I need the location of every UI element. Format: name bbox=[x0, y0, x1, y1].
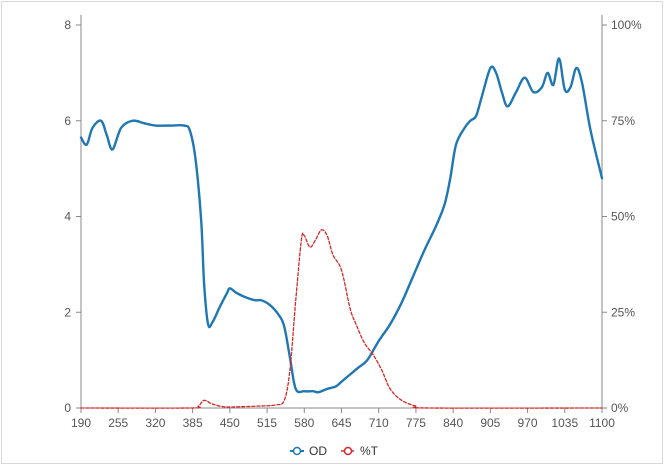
legend-label-transmission: %T bbox=[360, 444, 379, 458]
x-tick-label: 905 bbox=[480, 416, 500, 430]
y-right-tick-label: 25% bbox=[611, 305, 635, 319]
x-tick-label: 840 bbox=[443, 416, 463, 430]
x-tick-label: 645 bbox=[331, 416, 351, 430]
y-right-tick-label: 0% bbox=[611, 401, 629, 415]
legend-item-transmission[interactable]: %T bbox=[341, 444, 379, 458]
legend-item-od[interactable]: OD bbox=[290, 444, 327, 458]
y-left-tick-label: 8 bbox=[64, 18, 71, 32]
x-tick-label: 1100 bbox=[589, 416, 615, 430]
y-left-tick-label: 2 bbox=[64, 305, 71, 319]
x-tick-label: 710 bbox=[369, 416, 389, 430]
x-tick-label: 515 bbox=[257, 416, 277, 430]
x-tick-label: 580 bbox=[294, 416, 314, 430]
x-tick-label: 1035 bbox=[551, 416, 578, 430]
y-left-tick-label: 0 bbox=[64, 401, 71, 415]
x-tick-label: 970 bbox=[518, 416, 538, 430]
axes-layer: 190 255 320 385 450 515 580 645 710 775 840 905 970 1… bbox=[64, 15, 642, 430]
legend-marker-transmission bbox=[343, 446, 353, 456]
y-right-tick-label: 100% bbox=[611, 18, 642, 32]
y-right-tick-label: 50% bbox=[611, 210, 635, 224]
x-tick-label: 385 bbox=[183, 416, 203, 430]
y-left-tick-label: 4 bbox=[64, 210, 71, 224]
plot-layer bbox=[79, 57, 604, 409]
x-tick-label: 190 bbox=[71, 416, 91, 430]
y-left-tick-label: 6 bbox=[64, 114, 71, 128]
legend-label-od: OD bbox=[309, 444, 327, 458]
x-tick-label: 775 bbox=[406, 416, 426, 430]
y-right-tick-label: 75% bbox=[611, 114, 635, 128]
x-tick-label: 255 bbox=[108, 416, 128, 430]
series-line-transmission bbox=[80, 229, 603, 409]
series-line-od bbox=[79, 57, 604, 394]
legend-marker-od bbox=[292, 446, 302, 456]
legend[interactable]: OD %T bbox=[290, 444, 379, 458]
x-tick-label: 450 bbox=[220, 416, 240, 430]
x-tick-label: 320 bbox=[145, 416, 165, 430]
